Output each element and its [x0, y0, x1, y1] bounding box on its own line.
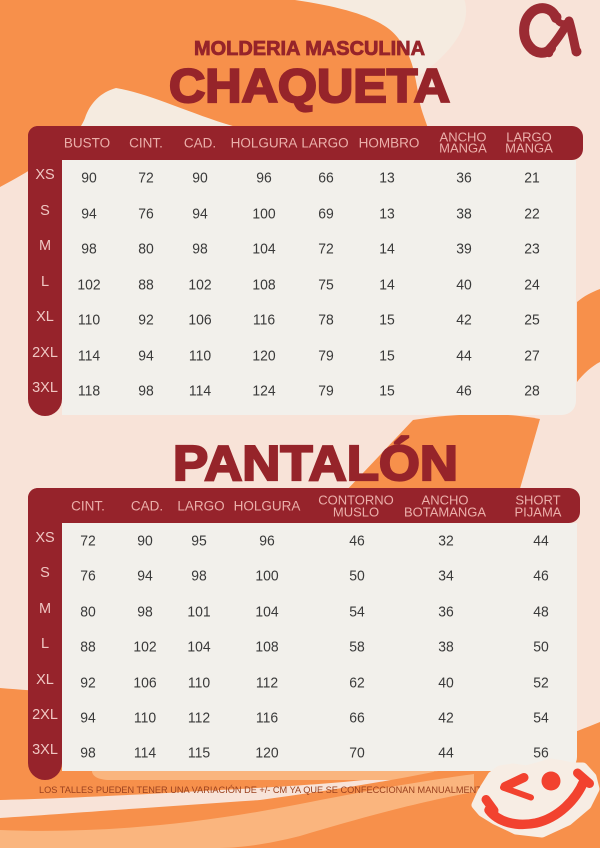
svg-text:PANTALÓN: PANTALÓN [173, 435, 458, 491]
svg-text:MOLDERIA MASCULINA: MOLDERIA MASCULINA [194, 38, 425, 60]
svg-text:CHAQUETA: CHAQUETA [169, 59, 450, 112]
